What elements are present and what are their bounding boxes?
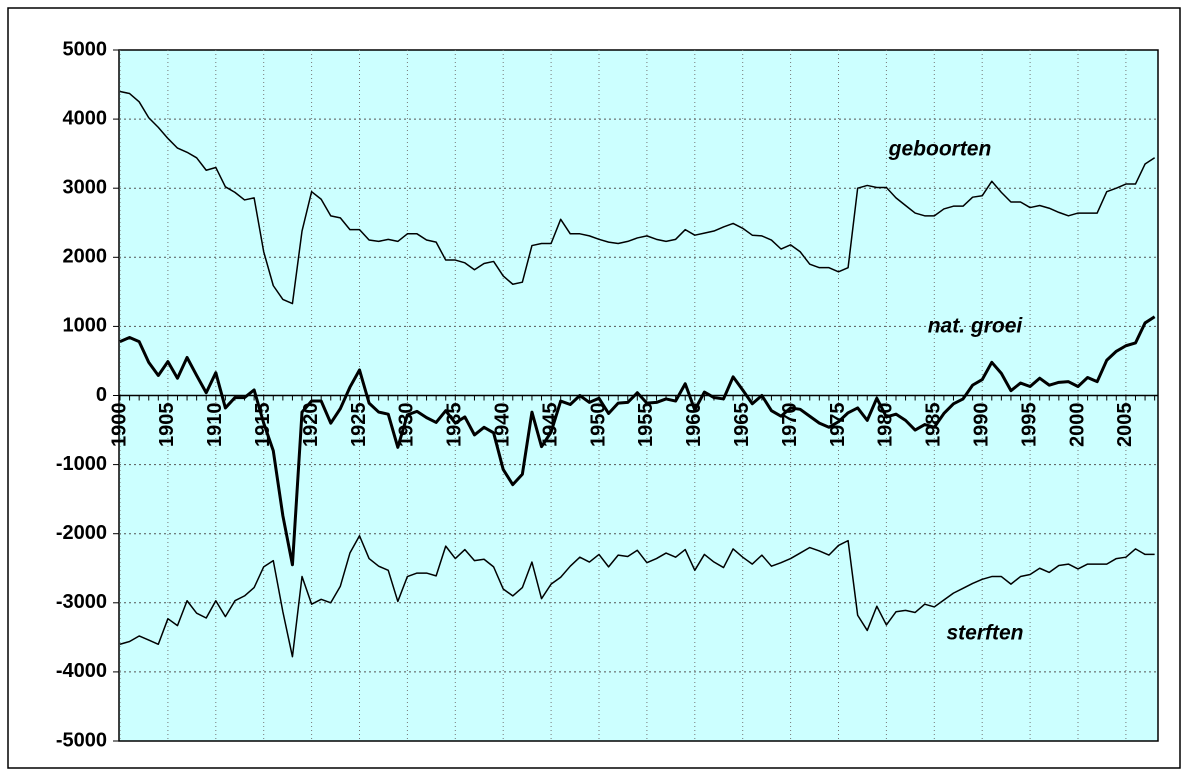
x-tick-label: 2000: [1066, 403, 1088, 448]
series-line: [119, 315, 1156, 567]
y-tick-label: 1000: [63, 315, 108, 337]
y-tick-label: 3000: [63, 176, 108, 198]
y-tick-label: -4000: [56, 660, 107, 682]
series-line: [119, 90, 1156, 305]
x-tick-label: 1985: [923, 403, 945, 448]
lines: [119, 90, 1156, 658]
series-label: geboorten: [888, 138, 992, 161]
y-tick-label: 5000: [63, 38, 108, 60]
x-tick-label: 1965: [731, 403, 753, 448]
y-tick-label: -2000: [56, 522, 107, 544]
series-label: nat. groei: [928, 315, 1024, 338]
series-label: sterften: [946, 622, 1023, 645]
x-tick-label: 1935: [444, 403, 466, 448]
x-tick-label: 1995: [1018, 403, 1040, 448]
x-tick-label: 1905: [156, 403, 178, 448]
x-tick-label: 1910: [204, 403, 226, 448]
x-tick-label: 1940: [491, 403, 513, 448]
x-tick-label: 1980: [875, 403, 897, 448]
y-tick-label: 4000: [63, 107, 108, 129]
x-tick-label: 1955: [635, 403, 657, 448]
x-tick-label: 2005: [1114, 403, 1136, 448]
y-tick-label: -1000: [56, 453, 107, 475]
y-tick-label: -5000: [56, 729, 107, 751]
x-tick-label: 1975: [827, 403, 849, 448]
x-tick-label: 1925: [348, 403, 370, 448]
series-line: [119, 535, 1155, 658]
x-tick-label: 1900: [108, 403, 130, 448]
x-tick-label: 1960: [683, 403, 705, 448]
x-tick-label: 1920: [300, 403, 322, 448]
x-tick-label: 1990: [970, 403, 992, 448]
x-tick-label: 1950: [587, 403, 609, 448]
labels: geboorten nat. groei sterften: [888, 138, 1024, 645]
y-tick-label: -3000: [56, 591, 107, 613]
y-tick-label: 0: [96, 384, 107, 406]
axes: -5000 -4000 -3000 -2000 -1000 0 1000 2000 3000 40…: [56, 38, 1158, 751]
y-tick-label: 2000: [63, 246, 108, 268]
